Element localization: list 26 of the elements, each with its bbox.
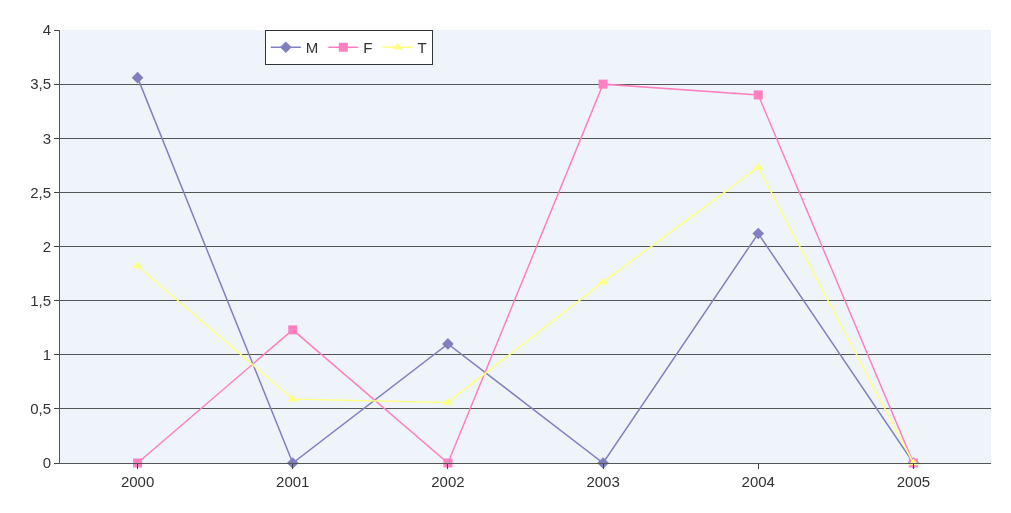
- x-tick-label: 2005: [896, 473, 931, 490]
- point: [753, 162, 764, 170]
- y-tick-label: 0,5: [30, 400, 51, 418]
- x-tick-label: 2002: [431, 473, 465, 490]
- y-tick-label: 2: [42, 237, 51, 255]
- y-tick-label: 2,5: [30, 183, 51, 201]
- y-tick-label: 3,5: [30, 75, 51, 93]
- point: [753, 90, 763, 100]
- y-tick-label: 3: [42, 129, 51, 147]
- x-tick-label: 2001: [276, 473, 310, 490]
- legend-label: M: [305, 39, 319, 57]
- point: [752, 227, 765, 240]
- point: [442, 338, 454, 350]
- y-tick-label: 0: [42, 454, 51, 472]
- x-tick-label: 2003: [586, 473, 620, 490]
- point: [288, 325, 298, 335]
- legend-label: F: [363, 39, 373, 57]
- y-tick-label: 4: [42, 21, 51, 39]
- point: [132, 261, 143, 269]
- y-tick-label: 1: [42, 346, 51, 363]
- y-tick-label: 1,5: [30, 291, 51, 309]
- x-tick-label: 2004: [741, 473, 775, 490]
- point: [131, 71, 144, 84]
- legend-label: T: [417, 39, 427, 57]
- point: [598, 79, 608, 89]
- x-tick-label: 2000: [120, 473, 155, 490]
